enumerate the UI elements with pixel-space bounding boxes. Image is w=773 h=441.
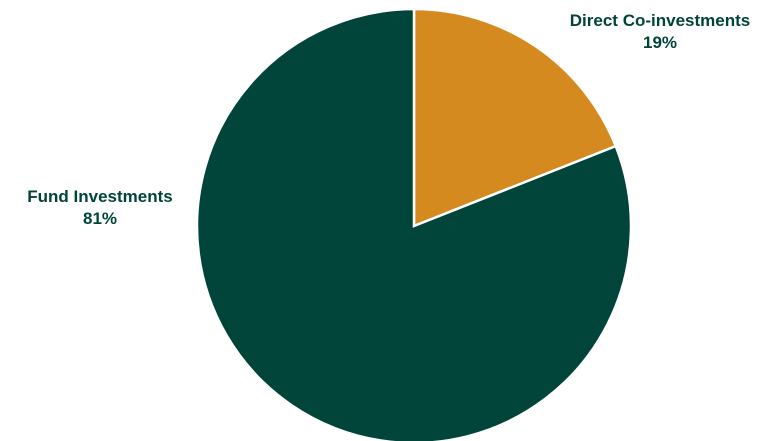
pie-slice-direct-co-investments: [412, 7, 618, 228]
slice-label-fund-investments: Fund Investments 81%: [0, 186, 200, 230]
slice-name-direct-co-investments: Direct Co-investments: [569, 11, 751, 30]
slice-name-fund-investments: Fund Investments: [27, 187, 173, 206]
slice-value-fund-investments: 81%: [82, 209, 118, 228]
slice-value-direct-co-investments: 19%: [642, 33, 678, 52]
pie-slice-fund-investments: [195, 7, 633, 441]
slice-label-direct-co-investments: Direct Co-investments 19%: [546, 10, 773, 54]
